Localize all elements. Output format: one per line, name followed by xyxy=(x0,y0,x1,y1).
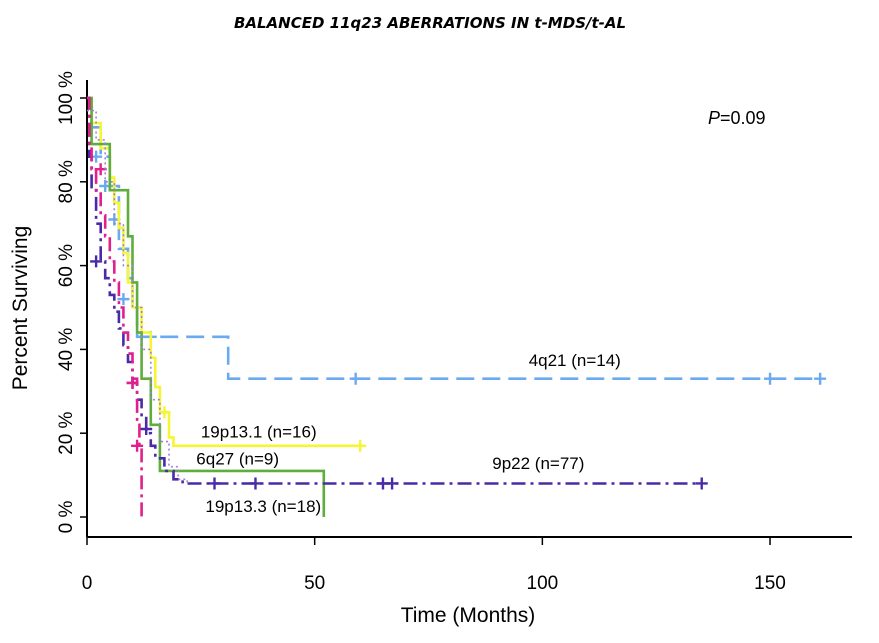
series-line xyxy=(87,96,702,485)
censor-mark xyxy=(117,293,130,306)
censor-mark xyxy=(764,372,777,385)
y-tick-label: 60 % xyxy=(56,244,77,287)
series-line xyxy=(87,96,821,380)
x-tick-label: 150 xyxy=(754,573,786,594)
y-tick-label: 80 % xyxy=(56,160,77,203)
censor-mark xyxy=(131,439,144,452)
censor-mark xyxy=(354,439,367,452)
series-line xyxy=(87,96,326,517)
y-tick-label: 100 % xyxy=(56,71,77,125)
x-tick-label: 100 xyxy=(527,573,559,594)
censor-mark xyxy=(140,423,153,436)
x-axis-label: Time (Months) xyxy=(401,604,536,627)
censor-mark xyxy=(386,477,399,490)
series-layer xyxy=(87,96,827,517)
series-label: 19p13.3 (n=18) xyxy=(205,497,321,516)
series-line xyxy=(87,109,188,484)
censor-mark xyxy=(695,477,708,490)
y-tick-label: 0 % xyxy=(56,501,77,534)
censor-mark xyxy=(126,376,139,389)
x-tick-label: 50 xyxy=(304,573,325,594)
series-group xyxy=(87,96,326,517)
censor-mark xyxy=(249,477,262,490)
y-tick-label: 40 % xyxy=(56,328,77,371)
series-group xyxy=(87,96,708,490)
series-line xyxy=(87,96,361,448)
series-label: 19p13.1 (n=16) xyxy=(201,422,317,441)
x-tick-label: 0 xyxy=(82,573,93,594)
p-value: P=0.09 xyxy=(708,108,766,128)
y-ticks: 0 % 20 % 40 % 60 % 80 % 100 % xyxy=(56,71,87,533)
x-ticks: 0 50 100 150 xyxy=(82,537,786,594)
series-label: 6q27 (n=9) xyxy=(196,450,279,469)
series-labels: 4q21 (n=14) 19p13.1 (n=16) 6q27 (n=9) 9p22 … xyxy=(196,351,621,516)
series-group xyxy=(87,96,827,385)
censor-mark xyxy=(814,372,827,385)
censor-mark xyxy=(208,477,221,490)
y-axis-label: Percent Surviving xyxy=(9,226,32,391)
censor-mark xyxy=(158,406,171,419)
series-group xyxy=(87,96,367,452)
censor-mark xyxy=(349,372,362,385)
series-group xyxy=(87,109,188,484)
series-label: 9p22 (n=77) xyxy=(492,454,584,473)
censor-mark xyxy=(90,255,103,268)
p-value-symbol: P xyxy=(708,108,720,128)
chart-title: BALANCED 11q23 ABERRATIONS IN t-MDS/t-AL xyxy=(234,14,626,32)
series-label: 4q21 (n=14) xyxy=(529,351,621,370)
p-value-text: =0.09 xyxy=(720,108,766,128)
y-tick-label: 20 % xyxy=(56,411,77,454)
